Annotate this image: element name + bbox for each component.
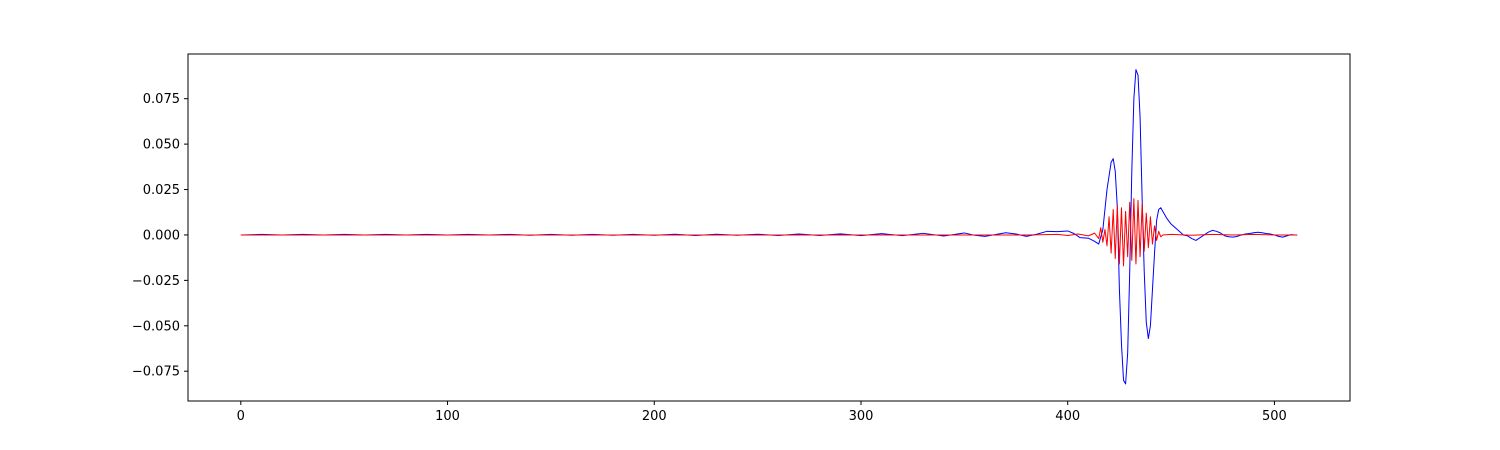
- x-tick-label: 0: [237, 409, 245, 424]
- plot-frame: [187, 53, 1351, 402]
- x-tick-label: 400: [1055, 409, 1080, 424]
- y-tick-label: −0.050: [132, 319, 180, 334]
- x-tick-label: 500: [1262, 409, 1287, 424]
- y-tick-label: 0.075: [143, 92, 180, 107]
- series-line-2: [240, 198, 1298, 267]
- y-tick-label: −0.075: [132, 365, 180, 380]
- y-tick-label: −0.025: [132, 274, 180, 289]
- x-axis: 0 100 200 300 400 500: [237, 401, 1287, 424]
- x-tick-label: 300: [849, 409, 874, 424]
- y-tick-label: 0.000: [143, 228, 180, 243]
- series-layer: [240, 69, 1298, 385]
- y-axis: 0.075 0.050 0.025 0.000 −0.025 −0.050 −0.075: [132, 92, 188, 380]
- y-tick-label: 0.025: [143, 183, 180, 198]
- y-tick-label: 0.050: [143, 138, 180, 153]
- x-tick-label: 100: [435, 409, 460, 424]
- x-tick-label: 200: [642, 409, 667, 424]
